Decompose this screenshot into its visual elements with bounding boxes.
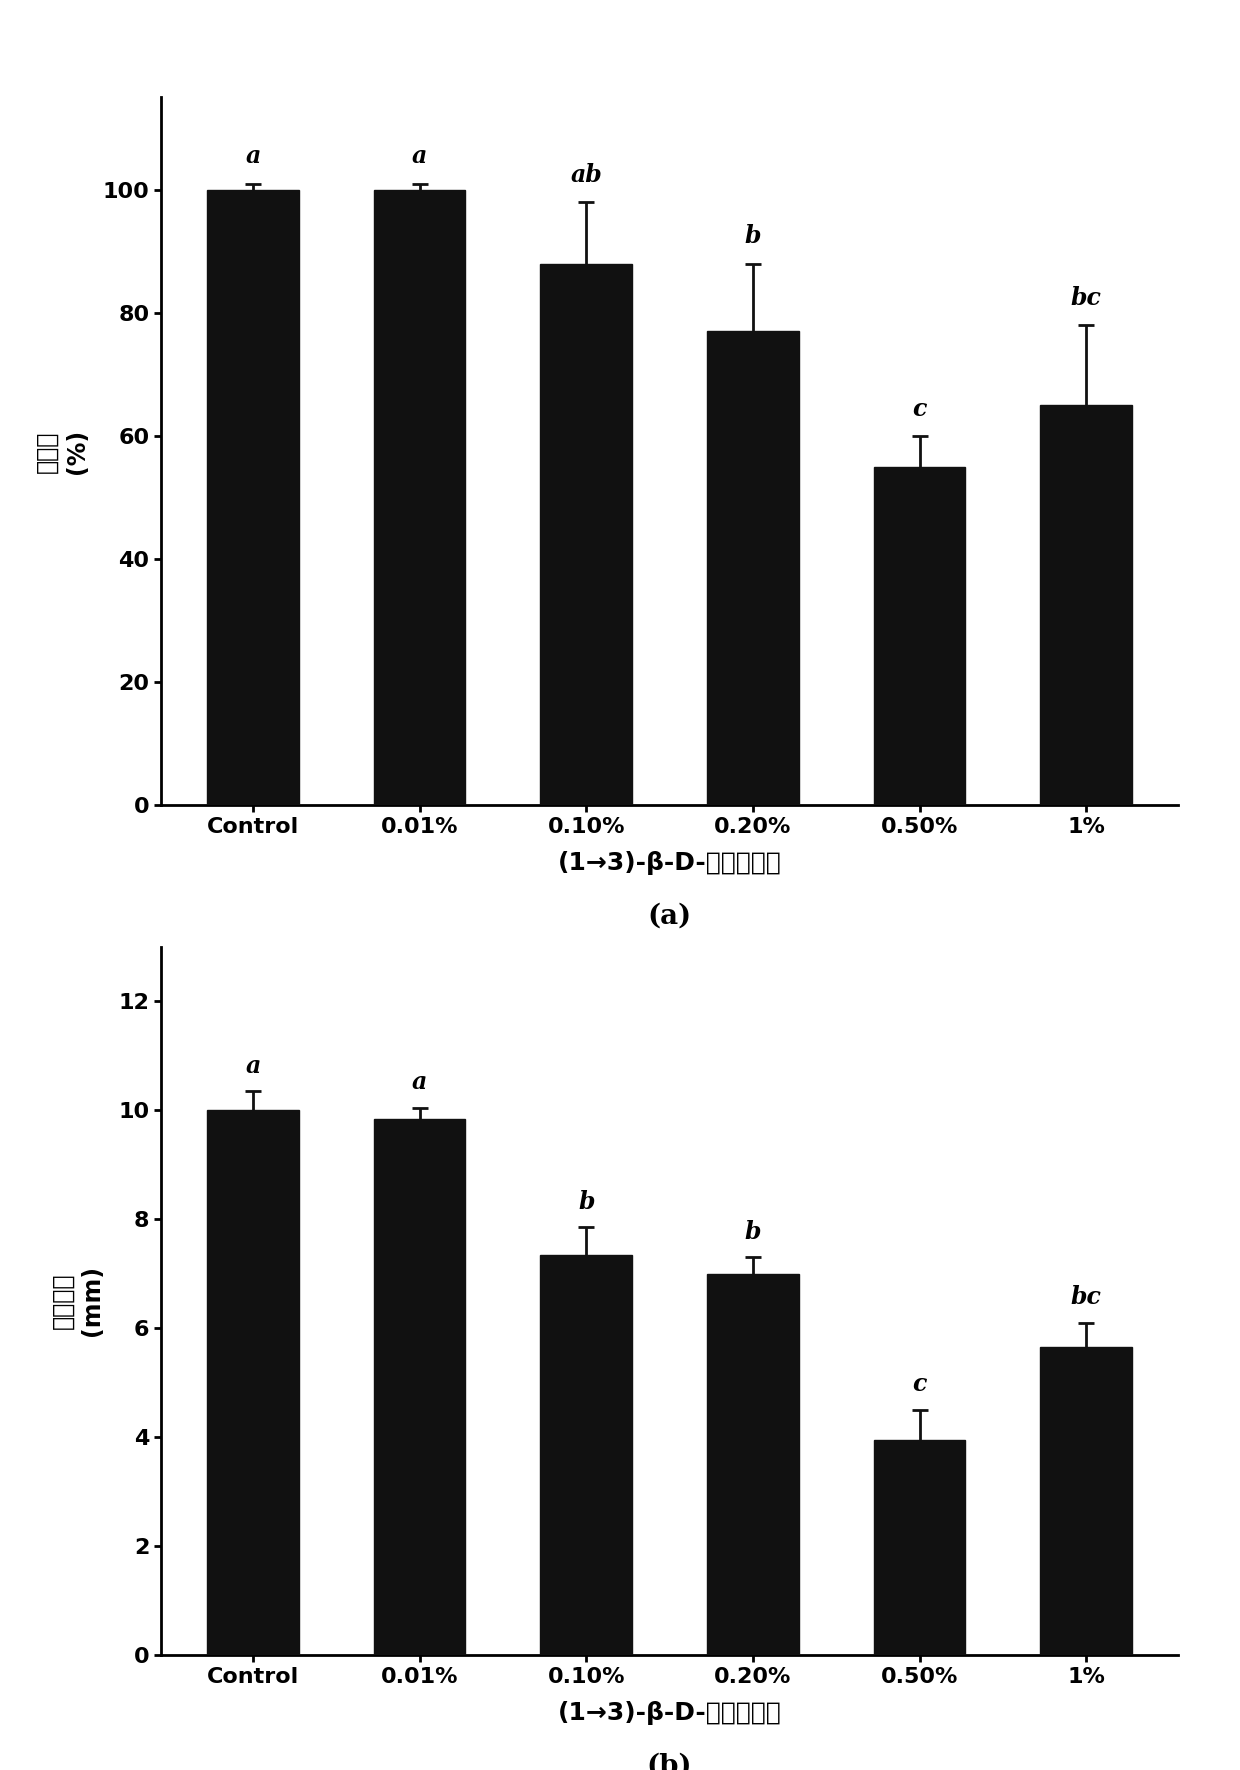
Text: (a): (a) — [647, 903, 692, 929]
Text: bc: bc — [1071, 285, 1102, 310]
Text: a: a — [246, 143, 260, 168]
Bar — [707, 1274, 799, 1655]
Bar — [707, 331, 799, 805]
Text: ab: ab — [570, 163, 603, 186]
Bar — [541, 1255, 632, 1655]
Y-axis label: 病斋直径
(mm): 病斋直径 (mm) — [51, 1266, 104, 1336]
Text: b: b — [578, 1189, 594, 1214]
Bar — [874, 1439, 966, 1655]
X-axis label: (1→3)-β-D-葡聚糖浓度: (1→3)-β-D-葡聚糖浓度 — [558, 851, 781, 874]
Text: a: a — [246, 1053, 260, 1078]
Text: bc: bc — [1071, 1285, 1102, 1310]
Bar — [1040, 405, 1132, 805]
Text: b: b — [745, 225, 761, 248]
Text: b: b — [745, 1220, 761, 1244]
Text: a: a — [412, 1071, 428, 1094]
Bar — [541, 264, 632, 805]
Bar — [373, 189, 465, 805]
Bar — [874, 467, 966, 805]
Text: c: c — [913, 1372, 926, 1397]
Text: (b): (b) — [647, 1752, 692, 1770]
Bar — [1040, 1347, 1132, 1655]
Y-axis label: 发病率
(%): 发病率 (%) — [35, 428, 89, 474]
Bar — [207, 189, 299, 805]
X-axis label: (1→3)-β-D-葡聚糖浓度: (1→3)-β-D-葡聚糖浓度 — [558, 1701, 781, 1724]
Bar — [373, 1119, 465, 1655]
Bar — [207, 1110, 299, 1655]
Text: a: a — [412, 143, 428, 168]
Text: c: c — [913, 396, 926, 421]
